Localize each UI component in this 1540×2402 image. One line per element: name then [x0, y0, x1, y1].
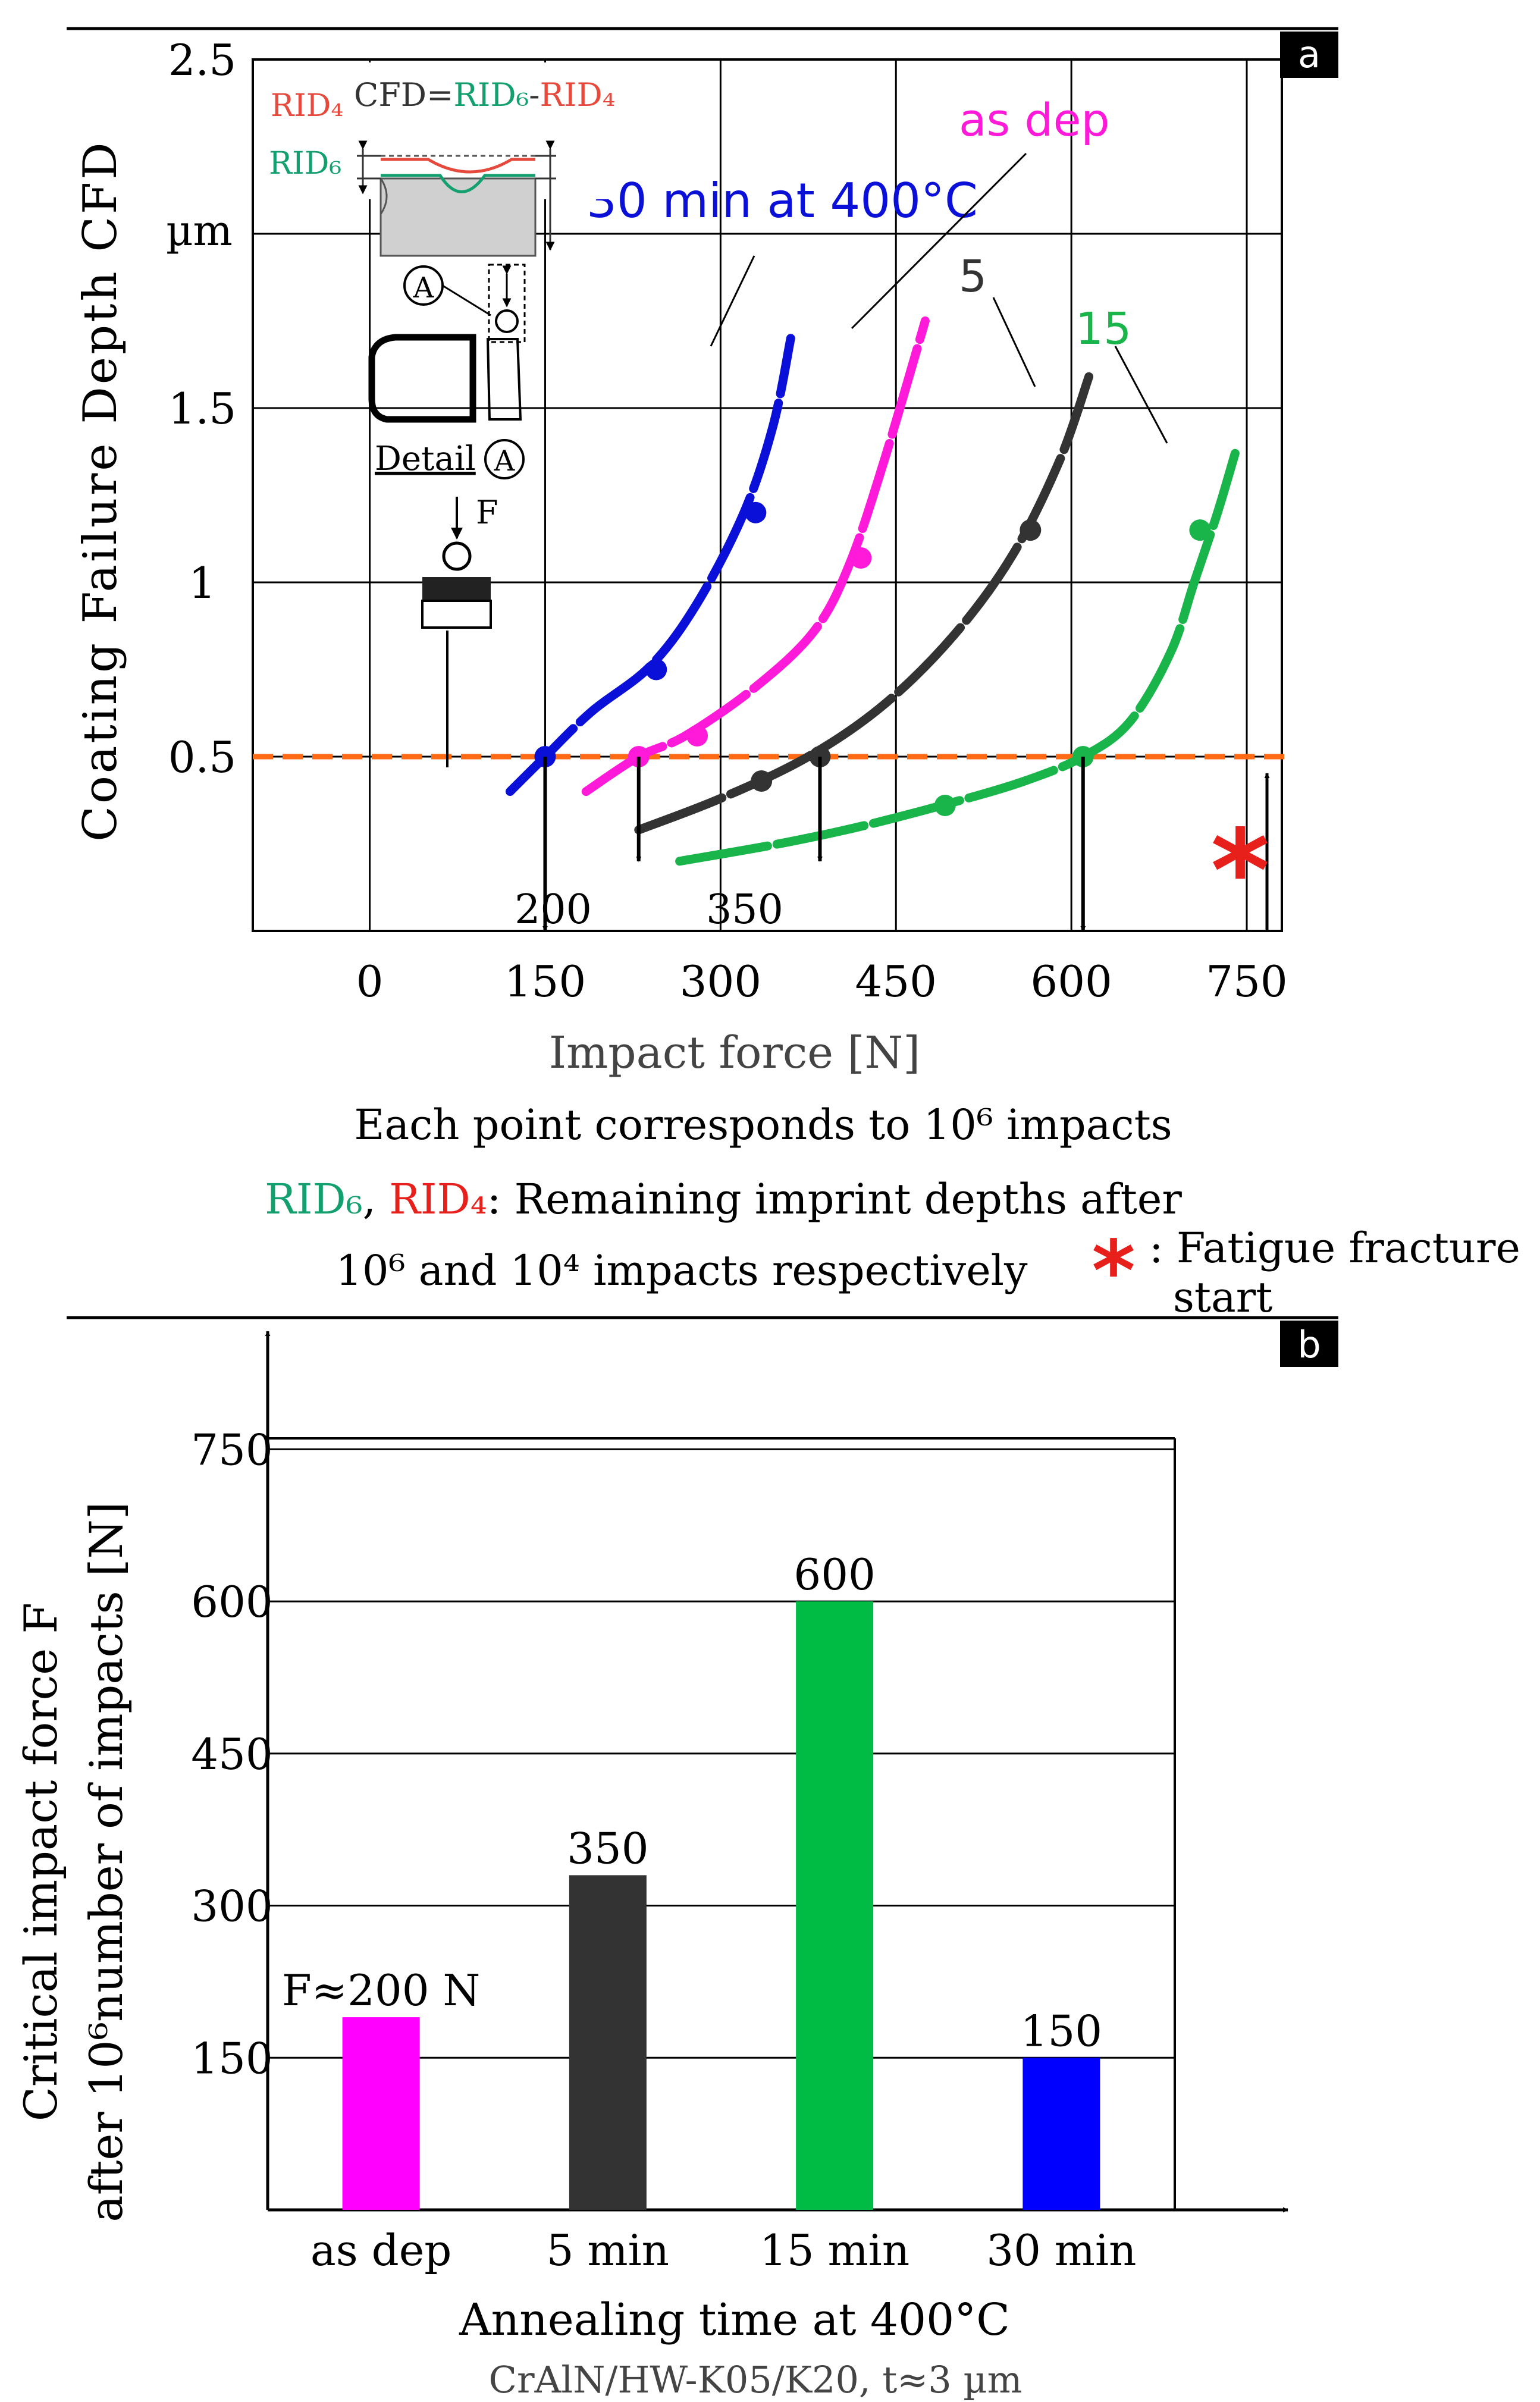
label-30min: 30 min at 400°C — [586, 173, 978, 228]
panel-a-badge: a — [1298, 33, 1321, 76]
series-0-point-1 — [645, 658, 667, 681]
detail-a-letter: A — [413, 271, 435, 305]
panel-a-x-ticks: 0 150 300 450 600 750 — [356, 957, 1288, 1006]
inset-formula: CFD=RID₆-RID₄ — [354, 76, 615, 114]
leader-30min — [710, 255, 755, 347]
y-tick-label-2.5: 2.5 — [168, 35, 237, 85]
detail-a-caption-letter: A — [494, 444, 516, 478]
series-1-point-2 — [850, 547, 872, 569]
panel-a-y-axis-unit: µm — [166, 206, 233, 255]
x-category-label-2: 15 min — [760, 2225, 909, 2275]
series-line-0 — [506, 334, 795, 797]
label-15: 15 — [1075, 303, 1131, 355]
panel-a-x-axis-label: Impact force [N] — [549, 1027, 920, 1078]
inset-formula-rid6: RID₆ — [453, 76, 529, 114]
cfd-schematic-inset: RID₄ CFD=RID₆-RID₄ RID₆ A — [256, 62, 615, 767]
panel-b: b 150 300 450 600 750 F≈200 N 350 600 150 as de… — [14, 1316, 1338, 2401]
note-rid-line2: 10⁶ and 10⁴ impacts respectively — [335, 1246, 1028, 1295]
panel-b-footer: CrAlN/HW-K05/K20, t≈3 µm — [489, 2358, 1023, 2401]
note-fatigue-line2: start — [1173, 1273, 1272, 1322]
series-0-point-2 — [745, 501, 767, 523]
y-tick-label-1.5: 1.5 — [168, 384, 237, 434]
bar-3 — [1023, 2058, 1100, 2210]
panel-a-curve-labels: 30 min at 400°C as dep 5 15 — [586, 93, 1168, 444]
panel-a: a 0.5 1 1.5 2.5 0 150 300 450 600 750 Coating Fa… — [67, 27, 1520, 1322]
inset-formula-rid4: RID₄ — [540, 76, 616, 114]
b-y-tick-label-300: 300 — [191, 1882, 272, 1931]
bar-data-label-1: 350 — [567, 1823, 648, 1873]
b-y-tick-label-150: 150 — [191, 2033, 272, 2083]
detail-a-caption: Detail — [375, 440, 476, 478]
panel-a-y-axis-label: Coating Failure Depth CFD — [74, 140, 127, 841]
bar-data-label-3: 150 — [1021, 2006, 1102, 2056]
note-rid-sep: , — [363, 1175, 390, 1224]
arrow-label-350: 350 — [706, 886, 783, 933]
panel-a-series — [506, 316, 1240, 866]
bar-data-label-0: F≈200 N — [282, 1965, 481, 2015]
panel-b-bars: F≈200 N 350 600 150 — [282, 1550, 1102, 2210]
x-category-label-3: 30 min — [986, 2225, 1136, 2275]
series-line-1 — [581, 316, 930, 797]
b-y-tick-label-450: 450 — [191, 1729, 272, 1779]
inset-formula-minus: - — [529, 76, 540, 114]
panel-a-badge-box — [1280, 32, 1338, 78]
series-3-point-2 — [1189, 519, 1211, 541]
series-2-point-2 — [1020, 519, 1042, 541]
y-tick-label-1: 1 — [189, 558, 216, 608]
y-tick-label-0.5: 0.5 — [168, 732, 237, 782]
note-fatigue-symbol: * — [1092, 1223, 1135, 1320]
panel-b-badge-box — [1280, 1321, 1338, 1367]
panel-a-y-ticks: 0.5 1 1.5 2.5 — [168, 35, 237, 782]
panel-b-y-axis-label-line1: Critical impact force F — [14, 1603, 67, 2121]
x-tick-label-150: 150 — [504, 957, 586, 1006]
panel-b-y-ticks: 150 300 450 600 750 — [191, 1425, 272, 2083]
b-y-tick-label-750: 750 — [191, 1425, 272, 1475]
b-y-tick-label-600: 600 — [191, 1577, 272, 1627]
bar-0 — [342, 2017, 420, 2210]
leader-15 — [1114, 346, 1168, 444]
series-3-point-0 — [934, 795, 956, 817]
series-2-point-0 — [751, 770, 773, 792]
note-each-point: Each point corresponds to 10⁶ impacts — [354, 1100, 1172, 1149]
panel-a-critical-arrows — [542, 757, 1086, 932]
inset-rid6-label: RID₆ — [269, 146, 341, 181]
panel-a-plot-frame — [252, 58, 1283, 932]
x-tick-label-300: 300 — [680, 957, 761, 1006]
note-fatigue-line1: : Fatigue fracture — [1149, 1224, 1520, 1272]
x-category-label-0: as dep — [310, 2225, 452, 2275]
bar-2 — [796, 1601, 874, 2210]
leader-5 — [992, 297, 1036, 387]
bar-data-label-2: 600 — [793, 1550, 875, 1600]
panel-b-x-ticks: as dep 5 min 15 min 30 min — [310, 2225, 1137, 2275]
panel-b-x-axis-label: Annealing time at 400°C — [459, 2294, 1010, 2345]
label-as-dep: as dep — [959, 93, 1110, 146]
leader-as-dep — [851, 152, 1027, 330]
note-rid6: RID₆ — [265, 1175, 363, 1224]
x-category-label-1: 5 min — [547, 2225, 669, 2275]
label-5: 5 — [959, 251, 987, 302]
x-tick-label-450: 450 — [855, 957, 937, 1006]
panel-b-badge: b — [1297, 1323, 1321, 1366]
panel-b-grid — [268, 1448, 1175, 2059]
note-rid4: RID₄ — [389, 1175, 487, 1224]
note-rid-rest: : Remaining imprint depths after — [487, 1175, 1183, 1224]
panel-b-y-axis-label-line2: after 10⁶number of impacts [N] — [80, 1501, 133, 2222]
fatigue-fracture-symbol: * — [1210, 805, 1269, 937]
bar-1 — [569, 1875, 647, 2210]
inset-formula-cfd: CFD= — [354, 76, 453, 114]
x-tick-label-600: 600 — [1030, 957, 1112, 1006]
arrow-label-200: 200 — [515, 886, 592, 933]
series-line-2 — [634, 372, 1094, 835]
impact-force-label: F — [476, 494, 498, 531]
inset-rid4-label: RID₄ — [271, 88, 343, 124]
note-rid-line1: RID₆, RID₄: Remaining imprint depths aft… — [265, 1175, 1182, 1224]
series-1-point-1 — [686, 725, 708, 747]
x-tick-label-750: 750 — [1206, 957, 1287, 1006]
x-tick-label-0: 0 — [356, 957, 384, 1006]
